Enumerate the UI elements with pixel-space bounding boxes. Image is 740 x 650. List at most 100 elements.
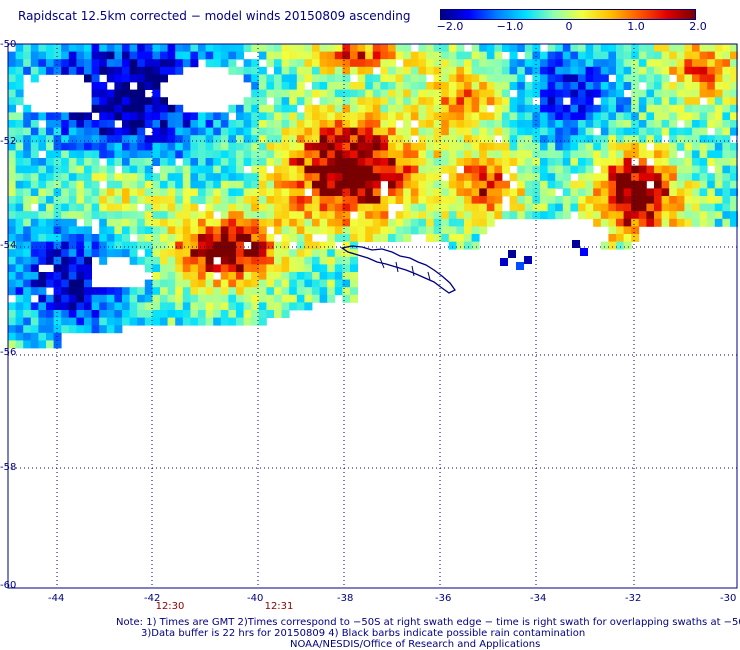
wind-cell xyxy=(175,44,184,52)
wind-cell xyxy=(91,66,100,75)
wind-cell xyxy=(38,317,47,326)
wind-cell xyxy=(175,180,184,189)
wind-cell xyxy=(106,165,115,174)
wind-cell xyxy=(243,112,252,121)
wind-cell xyxy=(555,112,564,121)
wind-cell xyxy=(106,74,115,83)
wind-cell xyxy=(160,135,168,144)
wind-cell xyxy=(403,44,412,52)
wind-cell xyxy=(68,302,77,311)
wind-cell xyxy=(296,249,305,258)
wind-cell xyxy=(296,211,305,220)
wind-cell xyxy=(714,120,723,128)
wind-cell xyxy=(471,104,480,113)
wind-cell xyxy=(471,82,480,90)
wind-cell xyxy=(456,158,465,166)
wind-cell xyxy=(433,165,442,174)
wind-cell xyxy=(266,256,275,265)
wind-cell xyxy=(342,97,351,106)
wind-cell xyxy=(152,218,161,227)
wind-cell xyxy=(122,158,130,166)
wind-cell xyxy=(251,218,260,227)
wind-cell xyxy=(547,165,556,174)
wind-cell xyxy=(388,165,396,174)
wind-cell xyxy=(160,66,168,75)
wind-cell xyxy=(38,294,47,303)
wind-cell xyxy=(722,51,731,60)
wind-cell xyxy=(638,196,647,204)
wind-cell xyxy=(30,74,39,83)
wind-cell xyxy=(61,249,70,258)
wind-cell xyxy=(167,165,176,174)
wind-cell xyxy=(122,112,130,121)
wind-cell xyxy=(418,150,427,159)
wind-cell xyxy=(403,150,412,159)
wind-cell xyxy=(68,188,77,197)
wind-cell xyxy=(251,294,260,303)
wind-cell xyxy=(600,196,609,204)
wind-cell xyxy=(433,120,442,128)
wind-cell xyxy=(266,241,275,250)
wind-cell xyxy=(448,188,457,197)
wind-cell xyxy=(251,310,260,318)
wind-cell xyxy=(654,173,662,182)
wind-cell xyxy=(562,158,571,166)
wind-cell xyxy=(623,173,632,182)
wind-cell xyxy=(258,256,267,265)
wind-cell xyxy=(616,66,624,75)
wind-cell xyxy=(122,310,130,318)
wind-cell xyxy=(372,234,381,242)
wind-cell xyxy=(593,89,602,98)
wind-cell xyxy=(486,97,495,106)
wind-cell xyxy=(213,112,222,121)
wind-cell xyxy=(175,287,184,296)
wind-cell xyxy=(502,211,510,220)
wind-cell xyxy=(129,59,138,68)
wind-cell xyxy=(418,89,427,98)
wind-cell xyxy=(448,165,457,174)
wind-cell xyxy=(213,317,222,326)
wind-cell xyxy=(661,150,670,159)
wind-cell xyxy=(730,196,738,204)
wind-cell xyxy=(274,211,282,220)
wind-cell xyxy=(418,97,427,106)
wind-cell xyxy=(388,59,396,68)
wind-cell xyxy=(296,66,305,75)
wind-cell xyxy=(144,226,153,235)
wind-cell xyxy=(182,234,191,242)
wind-cell xyxy=(433,158,442,166)
wind-cell xyxy=(160,249,168,258)
wind-cell xyxy=(540,196,548,204)
wind-cell xyxy=(707,196,716,204)
wind-cell xyxy=(524,66,533,75)
wind-cell xyxy=(555,97,564,106)
wind-cell xyxy=(228,226,237,235)
wind-cell xyxy=(274,165,282,174)
wind-cell xyxy=(46,180,54,189)
wind-cell xyxy=(608,66,617,75)
wind-cell xyxy=(144,120,153,128)
wind-cell xyxy=(623,59,632,68)
wind-cell xyxy=(380,51,389,60)
wind-cell xyxy=(350,264,358,273)
wind-cell xyxy=(160,287,168,296)
wind-cell xyxy=(228,188,237,197)
wind-cell xyxy=(448,211,457,220)
wind-cell xyxy=(380,150,389,159)
wind-cell xyxy=(190,249,199,258)
wind-cell xyxy=(129,120,138,128)
wind-cell xyxy=(486,51,495,60)
wind-cell xyxy=(38,325,47,334)
wind-cell xyxy=(129,104,138,113)
wind-cell xyxy=(190,196,199,204)
wind-cell xyxy=(198,226,206,235)
wind-cell xyxy=(175,142,184,151)
wind-cell xyxy=(266,180,275,189)
wind-cell xyxy=(61,317,70,326)
wind-cell xyxy=(365,97,374,106)
wind-cell xyxy=(304,211,313,220)
wind-cell xyxy=(122,104,130,113)
wind-cell xyxy=(175,256,184,265)
wind-cell xyxy=(471,158,480,166)
